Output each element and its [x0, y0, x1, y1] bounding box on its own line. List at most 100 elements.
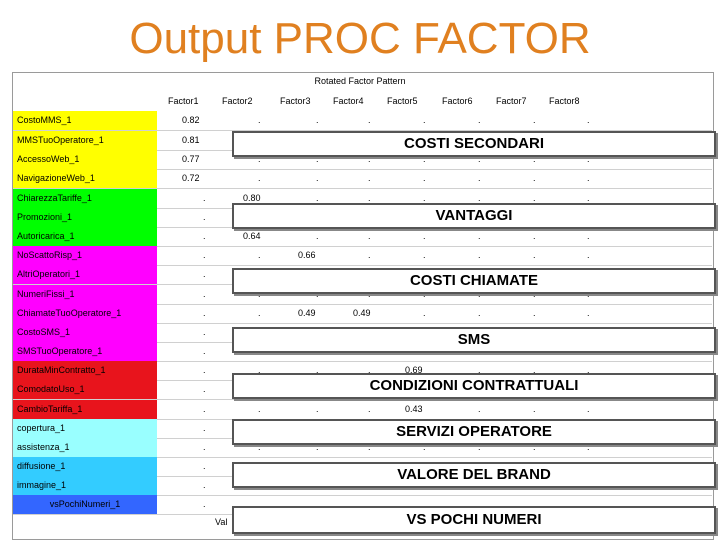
- factor-group-banner: VALORE DEL BRAND: [232, 462, 716, 488]
- row-label: CambioTariffa_1: [13, 400, 157, 419]
- loading-value: 0.49: [353, 308, 371, 318]
- empty-cell-dot: .: [587, 173, 590, 183]
- empty-cell-dot: .: [316, 365, 319, 375]
- empty-cell-dot: .: [258, 154, 261, 164]
- table-row: ChiamateTuoOperatore_1.. 0.49 0.49....: [13, 304, 712, 323]
- empty-cell-dot: .: [203, 480, 206, 490]
- empty-cell-dot: .: [587, 115, 590, 125]
- loading-value: 0.66: [298, 250, 316, 260]
- row-label: AccessoWeb_1: [13, 150, 157, 169]
- empty-cell-dot: .: [587, 308, 590, 318]
- row-label: vsPochiNumeri_1: [13, 495, 157, 514]
- column-header: Factor7: [496, 96, 527, 106]
- row-divider: [13, 361, 712, 362]
- column-header: Factor3: [280, 96, 311, 106]
- empty-cell-dot: .: [258, 404, 261, 414]
- empty-cell-dot: .: [368, 365, 371, 375]
- empty-cell-dot: .: [203, 289, 206, 299]
- row-label: assistenza_1: [13, 438, 157, 457]
- factor-group-banner: SERVIZI OPERATORE: [232, 419, 716, 445]
- empty-cell-dot: .: [258, 173, 261, 183]
- empty-cell-dot: .: [316, 193, 319, 203]
- empty-cell-dot: .: [587, 499, 590, 509]
- row-divider: [13, 265, 712, 266]
- empty-cell-dot: .: [587, 193, 590, 203]
- empty-cell-dot: .: [203, 212, 206, 222]
- empty-cell-dot: .: [478, 499, 481, 509]
- empty-cell-dot: .: [203, 269, 206, 279]
- loading-value: 0.64: [243, 231, 261, 241]
- row-divider: [13, 399, 712, 400]
- empty-cell-dot: .: [316, 442, 319, 452]
- empty-cell-dot: .: [478, 154, 481, 164]
- factor-group-banner: CONDIZIONI CONTRATTUALI: [232, 373, 716, 399]
- empty-cell-dot: .: [478, 289, 481, 299]
- empty-cell-dot: .: [533, 404, 536, 414]
- empty-cell-dot: .: [423, 154, 426, 164]
- column-header: Factor1: [168, 96, 199, 106]
- loading-value: 0.81: [182, 135, 200, 145]
- empty-cell-dot: .: [587, 154, 590, 164]
- empty-cell-dot: .: [423, 308, 426, 318]
- empty-cell-dot: .: [203, 384, 206, 394]
- empty-cell-dot: .: [423, 499, 426, 509]
- factor-group-banner: COSTI SECONDARI: [232, 131, 716, 157]
- column-header: Factor6: [442, 96, 473, 106]
- empty-cell-dot: .: [478, 250, 481, 260]
- empty-cell-dot: .: [203, 365, 206, 375]
- empty-cell-dot: .: [258, 289, 261, 299]
- table-row: AccessoWeb_1 0.77.......: [13, 150, 712, 169]
- row-label: NumeriFissi_1: [13, 285, 157, 304]
- empty-cell-dot: .: [316, 173, 319, 183]
- empty-cell-dot: .: [368, 499, 371, 509]
- loading-value: 0.69: [405, 365, 423, 375]
- row-label: NavigazioneWeb_1: [13, 169, 157, 188]
- empty-cell-dot: .: [316, 154, 319, 164]
- empty-cell-dot: .: [423, 250, 426, 260]
- empty-cell-dot: .: [533, 115, 536, 125]
- empty-cell-dot: .: [316, 289, 319, 299]
- factor-group-banner: VANTAGGI: [232, 203, 716, 229]
- row-label: ChiamateTuoOperatore_1: [13, 304, 157, 323]
- table-title: Rotated Factor Pattern: [314, 76, 406, 86]
- row-label: immagine_1: [13, 476, 157, 495]
- empty-cell-dot: .: [478, 115, 481, 125]
- row-divider: [13, 457, 712, 458]
- empty-cell-dot: .: [478, 193, 481, 203]
- empty-cell-dot: .: [587, 250, 590, 260]
- empty-cell-dot: .: [478, 365, 481, 375]
- empty-cell-dot: .: [203, 461, 206, 471]
- row-divider: [13, 304, 712, 305]
- empty-cell-dot: .: [368, 442, 371, 452]
- empty-cell-dot: .: [258, 308, 261, 318]
- empty-cell-dot: .: [203, 327, 206, 337]
- empty-cell-dot: .: [533, 154, 536, 164]
- empty-cell-dot: .: [368, 231, 371, 241]
- empty-cell-dot: .: [423, 193, 426, 203]
- column-header: Factor2: [222, 96, 253, 106]
- row-label: NoScattoRisp_1: [13, 246, 157, 265]
- empty-cell-dot: .: [203, 404, 206, 414]
- row-divider: [13, 246, 712, 247]
- empty-cell-dot: .: [587, 365, 590, 375]
- empty-cell-dot: .: [203, 231, 206, 241]
- empty-cell-dot: .: [423, 231, 426, 241]
- empty-cell-dot: .: [203, 346, 206, 356]
- table-row: ChiarezzaTariffe_1. 0.80......: [13, 189, 712, 208]
- empty-cell-dot: .: [533, 289, 536, 299]
- loading-value: 0.43: [405, 404, 423, 414]
- table-row: assistenza_1........: [13, 438, 712, 457]
- row-label: diffusione_1: [13, 457, 157, 476]
- empty-cell-dot: .: [423, 289, 426, 299]
- empty-cell-dot: .: [533, 193, 536, 203]
- empty-cell-dot: .: [203, 442, 206, 452]
- row-label: SMSTuoOperatore_1: [13, 342, 157, 361]
- row-label: ChiarezzaTariffe_1: [13, 189, 157, 208]
- empty-cell-dot: .: [533, 442, 536, 452]
- row-label: Promozioni_1: [13, 208, 157, 227]
- empty-cell-dot: .: [478, 404, 481, 414]
- table-row: CostoMMS_1 0.82.......: [13, 111, 712, 130]
- empty-cell-dot: .: [368, 404, 371, 414]
- empty-cell-dot: .: [423, 173, 426, 183]
- empty-cell-dot: .: [478, 308, 481, 318]
